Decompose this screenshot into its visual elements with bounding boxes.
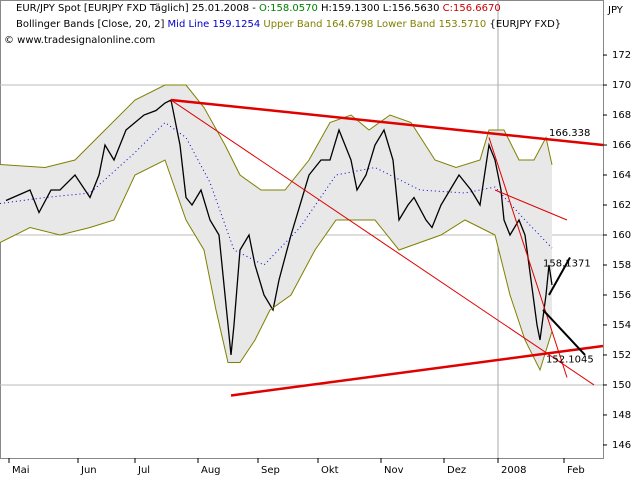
y-tick-label: 162 bbox=[612, 200, 631, 211]
x-tick-label: Sep bbox=[261, 465, 280, 476]
y-tick-label: 150 bbox=[612, 380, 631, 391]
trendline bbox=[170, 99, 595, 386]
annotation: 166.338 bbox=[549, 128, 590, 139]
x-tick-label: 2008 bbox=[501, 465, 526, 476]
x-tick-label: Feb bbox=[567, 465, 585, 476]
legend-text: Mid Line 159.1254 bbox=[168, 19, 264, 30]
copyright: © www.tradesignalonline.com bbox=[4, 35, 155, 46]
series-line bbox=[0, 84, 553, 191]
x-tick-label: Mai bbox=[12, 465, 30, 476]
x-tick-label: Dez bbox=[447, 465, 466, 476]
annotation: 158.1371 bbox=[543, 258, 591, 269]
plot bbox=[0, 0, 604, 458]
x-tick-label: Nov bbox=[384, 465, 404, 476]
y-tick-label: 170 bbox=[612, 80, 631, 91]
trendline bbox=[170, 98, 604, 147]
trendline bbox=[488, 137, 568, 378]
y-tick-label: 164 bbox=[612, 170, 631, 181]
x-tick-label: Jun bbox=[80, 465, 97, 476]
trendline bbox=[230, 344, 604, 397]
trendline bbox=[494, 189, 568, 221]
legend-line: Bollinger Bands [Close, 20, 2] Mid Line … bbox=[16, 19, 561, 30]
y-tick-label: 168 bbox=[612, 110, 631, 121]
annotation: 152.1045 bbox=[546, 354, 594, 365]
x-tick-label: Jul bbox=[137, 465, 150, 476]
y-tick-label: 158 bbox=[612, 260, 631, 271]
trendline bbox=[548, 257, 571, 296]
legend-text: Bollinger Bands [Close, 20, 2] bbox=[16, 19, 168, 30]
y-tick-label: 146 bbox=[612, 440, 631, 451]
y-tick-label: 152 bbox=[612, 350, 631, 361]
y-tick-label: 148 bbox=[612, 410, 631, 421]
band-fill bbox=[0, 85, 552, 370]
series-line bbox=[0, 159, 553, 372]
legend-text: {EURJPY FXD} bbox=[489, 19, 561, 30]
y-tick-label: 160 bbox=[612, 230, 631, 241]
legend-text: EUR/JPY Spot [EURJPY FXD Täglich] 25.01.… bbox=[16, 3, 259, 14]
series-line bbox=[5, 99, 553, 356]
legend-text: O:158.0570 bbox=[259, 3, 318, 14]
series-line bbox=[0, 121, 553, 266]
y-tick-label: 166 bbox=[612, 140, 631, 151]
legend-text: C:156.6670 bbox=[443, 3, 501, 14]
legend-text: Upper Band 164.6798 Lower Band 153.5710 bbox=[263, 19, 489, 30]
x-tick-label: Okt bbox=[321, 465, 339, 476]
legend-line: EUR/JPY Spot [EURJPY FXD Täglich] 25.01.… bbox=[16, 3, 501, 14]
y-tick-label: 172 bbox=[612, 50, 631, 61]
y-tick-label: 154 bbox=[612, 320, 631, 331]
legend-text: H:159.1300 L:156.5630 bbox=[318, 3, 443, 14]
y-tick-label: 156 bbox=[612, 290, 631, 301]
y-axis-label: JPY bbox=[607, 5, 624, 16]
x-tick-label: Aug bbox=[201, 465, 221, 476]
trendline bbox=[542, 309, 586, 356]
